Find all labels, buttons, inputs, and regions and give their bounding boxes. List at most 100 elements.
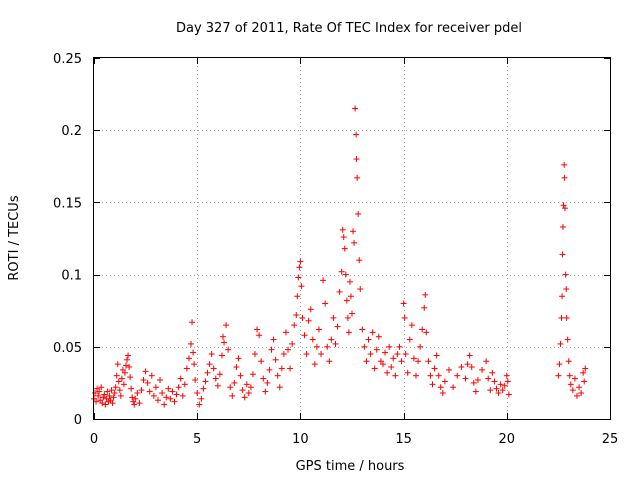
y-tick-label: 0.1 — [61, 269, 82, 284]
data-point — [493, 385, 500, 392]
data-point — [233, 364, 240, 371]
data-point — [559, 223, 566, 230]
data-point — [303, 351, 310, 358]
data-point — [125, 352, 132, 359]
data-point — [340, 234, 347, 241]
data-point — [301, 332, 308, 339]
data-point — [122, 362, 129, 369]
x-tick-label: 15 — [395, 432, 412, 447]
data-point — [351, 239, 358, 246]
data-point — [562, 205, 569, 212]
data-point — [338, 268, 345, 275]
x-tick-labels: 0 5 10 15 20 25 — [90, 432, 618, 447]
data-point — [270, 336, 277, 343]
data-point — [221, 339, 228, 346]
data-point — [505, 391, 512, 398]
x-axis-label: GPS time / hours — [296, 459, 405, 474]
data-point — [225, 346, 232, 353]
data-point — [291, 322, 298, 329]
data-point — [191, 361, 198, 368]
data-point — [285, 346, 292, 353]
data-point — [328, 336, 335, 343]
data-point — [401, 314, 408, 321]
data-point — [258, 358, 265, 365]
data-point — [132, 395, 139, 402]
data-point — [379, 361, 386, 368]
data-point — [425, 358, 432, 365]
data-point — [412, 372, 419, 379]
data-point — [251, 351, 258, 358]
data-point — [415, 358, 422, 365]
data-point — [190, 349, 197, 356]
data-point — [462, 375, 469, 382]
data-point — [116, 387, 123, 394]
data-point — [114, 361, 121, 368]
data-point — [573, 392, 580, 399]
data-point — [120, 381, 127, 388]
data-point — [369, 329, 376, 336]
data-point — [185, 355, 192, 362]
data-point — [169, 388, 176, 395]
data-point — [343, 297, 350, 304]
y-tick-label: 0 — [74, 413, 82, 428]
data-point — [491, 378, 498, 385]
data-point — [305, 317, 312, 324]
x-tick-label: 0 — [90, 432, 98, 447]
data-point — [470, 379, 477, 386]
data-point — [144, 379, 151, 386]
data-point — [110, 394, 117, 401]
data-points — [91, 105, 589, 408]
data-point — [332, 340, 339, 347]
data-point — [98, 384, 105, 391]
data-point — [354, 174, 361, 181]
data-point — [266, 366, 273, 373]
data-point — [93, 398, 100, 405]
data-point — [472, 388, 479, 395]
data-point — [254, 326, 261, 333]
data-point — [313, 343, 320, 350]
data-point — [394, 351, 401, 358]
data-point — [115, 378, 122, 385]
data-point — [365, 336, 372, 343]
data-point — [181, 381, 188, 388]
data-point — [373, 346, 380, 353]
data-point — [487, 387, 494, 394]
data-point — [324, 343, 331, 350]
data-point — [485, 375, 492, 382]
data-point — [466, 352, 473, 359]
data-point — [576, 384, 583, 391]
data-point — [126, 364, 133, 371]
data-point — [298, 283, 305, 290]
data-point — [556, 361, 563, 368]
data-point — [371, 365, 378, 372]
data-point — [563, 286, 570, 293]
data-point — [148, 372, 155, 379]
data-point — [124, 356, 131, 363]
data-point — [346, 278, 353, 285]
data-point — [503, 372, 510, 379]
data-point — [557, 340, 564, 347]
data-point — [429, 381, 436, 388]
data-point — [113, 372, 120, 379]
data-point — [559, 293, 566, 300]
data-point — [157, 377, 164, 384]
plot-frame — [93, 57, 611, 420]
data-point — [464, 361, 471, 368]
data-point — [276, 384, 283, 391]
data-point — [140, 377, 147, 384]
data-point — [237, 372, 244, 379]
data-point — [315, 326, 322, 333]
data-point — [330, 314, 337, 321]
y-axis-label: ROTI / TECUs — [7, 195, 22, 280]
data-point — [375, 333, 382, 340]
data-point — [272, 356, 279, 363]
data-point — [198, 395, 205, 402]
data-point — [341, 245, 348, 252]
data-point — [423, 329, 430, 336]
data-point — [361, 343, 368, 350]
data-point — [562, 271, 569, 278]
data-point — [419, 326, 426, 333]
data-point — [561, 161, 568, 168]
data-point — [159, 390, 166, 397]
data-point — [231, 379, 238, 386]
